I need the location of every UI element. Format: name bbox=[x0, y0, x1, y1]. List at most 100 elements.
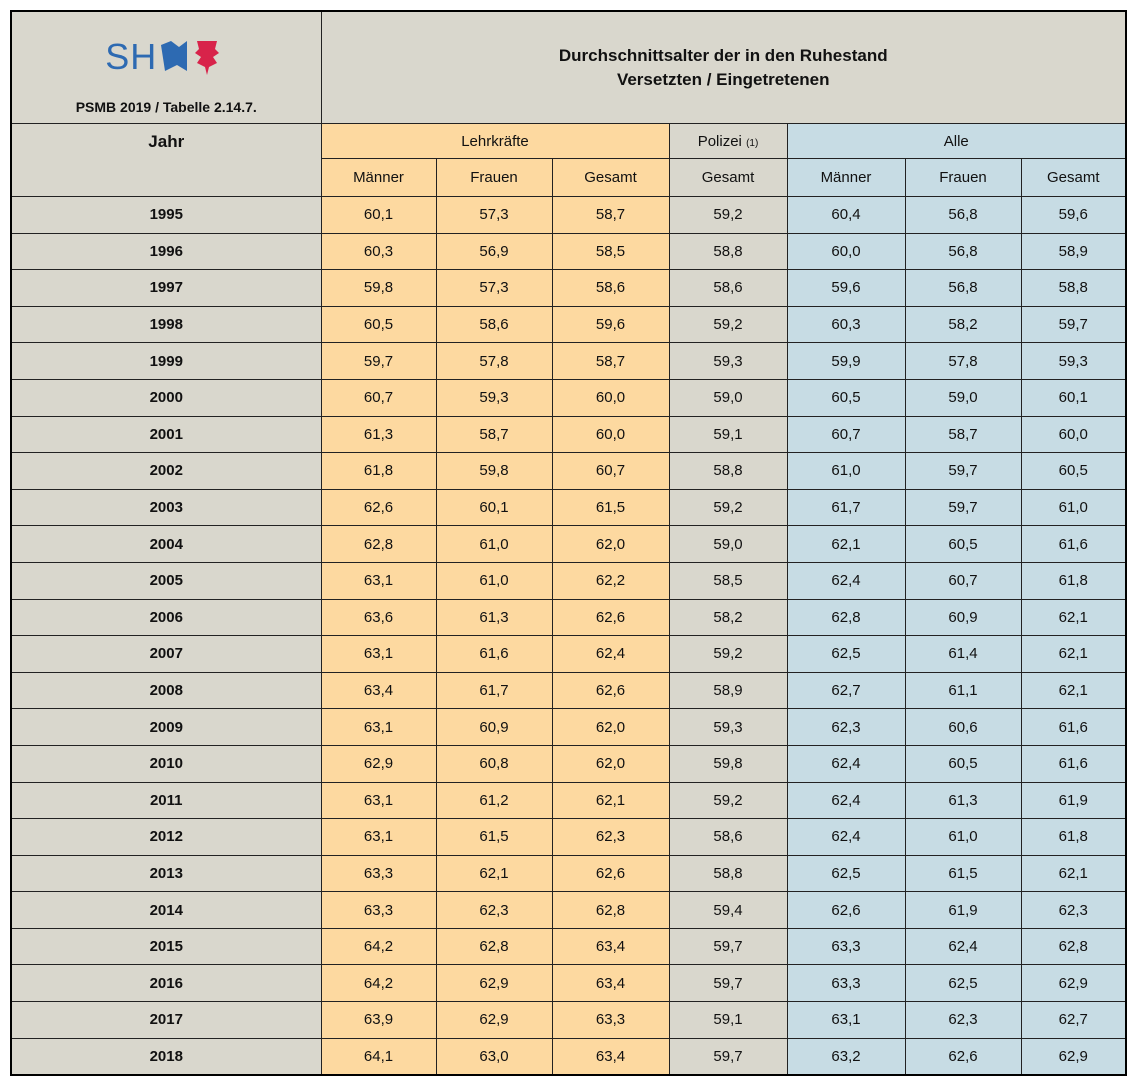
value-cell: 62,3 bbox=[786, 708, 906, 746]
subheader: Männer bbox=[320, 158, 437, 197]
value-cell: 62,9 bbox=[435, 964, 553, 1003]
year-cell: 2016 bbox=[10, 964, 322, 1003]
data-row: 2010 62,9 60,8 62,0 59,8 62,4 60,5 61,6 bbox=[10, 744, 1127, 783]
year-cell: 1999 bbox=[10, 342, 322, 380]
data-row: 1995 60,1 57,3 58,7 59,2 60,4 56,8 59,6 bbox=[10, 196, 1127, 234]
value-cell: 59,3 bbox=[435, 378, 553, 417]
value-cell: 61,3 bbox=[435, 598, 553, 637]
value-cell: 62,8 bbox=[320, 525, 437, 563]
value-cell: 62,7 bbox=[786, 671, 906, 710]
value-cell: 60,0 bbox=[786, 232, 906, 271]
value-cell: 58,5 bbox=[551, 232, 670, 271]
value-cell: 59,6 bbox=[786, 269, 906, 307]
value-cell: 62,5 bbox=[786, 854, 906, 893]
year-cell: 1995 bbox=[10, 196, 322, 234]
subheader: Männer bbox=[786, 158, 906, 197]
year-cell: 2017 bbox=[10, 1001, 322, 1039]
value-cell: 60,9 bbox=[904, 598, 1022, 637]
value-cell: 59,8 bbox=[320, 269, 437, 307]
data-row: 1997 59,8 57,3 58,6 58,6 59,6 56,8 58,8 bbox=[10, 269, 1127, 307]
year-cell: 2005 bbox=[10, 561, 322, 600]
value-cell: 63,3 bbox=[551, 1001, 670, 1039]
value-cell: 62,2 bbox=[551, 561, 670, 600]
value-cell: 63,3 bbox=[786, 927, 906, 966]
value-cell: 62,6 bbox=[786, 891, 906, 929]
data-row: 2008 63,4 61,7 62,6 58,9 62,7 61,1 62,1 bbox=[10, 671, 1127, 710]
group-header: Polizei (1) bbox=[668, 123, 788, 159]
value-cell: 64,1 bbox=[320, 1037, 437, 1076]
value-cell: 60,1 bbox=[1020, 378, 1127, 417]
subheader: Frauen bbox=[435, 158, 553, 197]
value-cell: 63,1 bbox=[320, 561, 437, 600]
group-label: Polizei bbox=[697, 132, 742, 150]
value-cell: 59,1 bbox=[668, 1001, 788, 1039]
value-cell: 58,6 bbox=[435, 305, 553, 344]
value-cell: 62,8 bbox=[1020, 927, 1127, 966]
value-cell: 59,7 bbox=[320, 342, 437, 380]
value-cell: 63,6 bbox=[320, 598, 437, 637]
value-cell: 61,1 bbox=[904, 671, 1022, 710]
value-cell: 57,3 bbox=[435, 269, 553, 307]
data-row: 2002 61,8 59,8 60,7 58,8 61,0 59,7 60,5 bbox=[10, 452, 1127, 490]
value-cell: 60,0 bbox=[551, 415, 670, 454]
group-header: Alle bbox=[786, 123, 1127, 159]
value-cell: 59,8 bbox=[435, 452, 553, 490]
year-cell: 2012 bbox=[10, 818, 322, 856]
year-cell: 2014 bbox=[10, 891, 322, 929]
year-cell: 1996 bbox=[10, 232, 322, 271]
value-cell: 61,9 bbox=[904, 891, 1022, 929]
data-row: 2013 63,3 62,1 62,6 58,8 62,5 61,5 62,1 bbox=[10, 854, 1127, 893]
year-cell: 2011 bbox=[10, 781, 322, 820]
data-row: 2018 64,1 63,0 63,4 59,7 63,2 62,6 62,9 bbox=[10, 1037, 1127, 1076]
value-cell: 62,8 bbox=[435, 927, 553, 966]
value-cell: 59,2 bbox=[668, 305, 788, 344]
value-cell: 63,1 bbox=[320, 781, 437, 820]
value-cell: 60,0 bbox=[1020, 415, 1127, 454]
value-cell: 62,0 bbox=[551, 708, 670, 746]
value-cell: 64,2 bbox=[320, 964, 437, 1003]
year-cell: 2007 bbox=[10, 635, 322, 673]
value-cell: 62,4 bbox=[904, 927, 1022, 966]
value-cell: 56,8 bbox=[904, 269, 1022, 307]
year-cell: 2001 bbox=[10, 415, 322, 454]
value-cell: 60,3 bbox=[786, 305, 906, 344]
caption: PSMB 2019 / Tabelle 2.14.7. bbox=[75, 98, 257, 115]
value-cell: 63,0 bbox=[435, 1037, 553, 1076]
value-cell: 58,6 bbox=[668, 269, 788, 307]
value-cell: 62,5 bbox=[904, 964, 1022, 1003]
year-cell: 1997 bbox=[10, 269, 322, 307]
value-cell: 56,8 bbox=[904, 196, 1022, 234]
data-row: 2009 63,1 60,9 62,0 59,3 62,3 60,6 61,6 bbox=[10, 708, 1127, 746]
data-row: 2004 62,8 61,0 62,0 59,0 62,1 60,5 61,6 bbox=[10, 525, 1127, 563]
value-cell: 56,9 bbox=[435, 232, 553, 271]
value-cell: 62,1 bbox=[1020, 598, 1127, 637]
value-cell: 58,6 bbox=[668, 818, 788, 856]
value-cell: 58,8 bbox=[668, 452, 788, 490]
year-cell: 2015 bbox=[10, 927, 322, 966]
value-cell: 63,1 bbox=[320, 818, 437, 856]
value-cell: 58,5 bbox=[668, 561, 788, 600]
data-row: 2016 64,2 62,9 63,4 59,7 63,3 62,5 62,9 bbox=[10, 964, 1127, 1003]
data-row: 2017 63,9 62,9 63,3 59,1 63,1 62,3 62,7 bbox=[10, 1001, 1127, 1039]
data-row: 2014 63,3 62,3 62,8 59,4 62,6 61,9 62,3 bbox=[10, 891, 1127, 929]
value-cell: 62,4 bbox=[786, 744, 906, 783]
value-cell: 59,6 bbox=[1020, 196, 1127, 234]
logo: SH bbox=[12, 27, 320, 87]
value-cell: 61,3 bbox=[904, 781, 1022, 820]
value-cell: 61,2 bbox=[435, 781, 553, 820]
value-cell: 60,7 bbox=[786, 415, 906, 454]
year-cell: 2003 bbox=[10, 488, 322, 527]
value-cell: 62,6 bbox=[551, 854, 670, 893]
value-cell: 62,1 bbox=[1020, 854, 1127, 893]
group-header: Lehrkräfte bbox=[320, 123, 670, 159]
value-cell: 62,1 bbox=[551, 781, 670, 820]
value-cell: 58,8 bbox=[668, 854, 788, 893]
value-cell: 61,6 bbox=[1020, 708, 1127, 746]
logo-text: SH bbox=[105, 35, 158, 77]
value-cell: 60,5 bbox=[904, 744, 1022, 783]
value-cell: 59,3 bbox=[1020, 342, 1127, 380]
value-cell: 61,8 bbox=[1020, 818, 1127, 856]
value-cell: 62,9 bbox=[435, 1001, 553, 1039]
table: SH PSMB 2019 / Tabelle 2.14.7. Durchschn… bbox=[10, 10, 1127, 1076]
value-cell: 59,8 bbox=[668, 744, 788, 783]
